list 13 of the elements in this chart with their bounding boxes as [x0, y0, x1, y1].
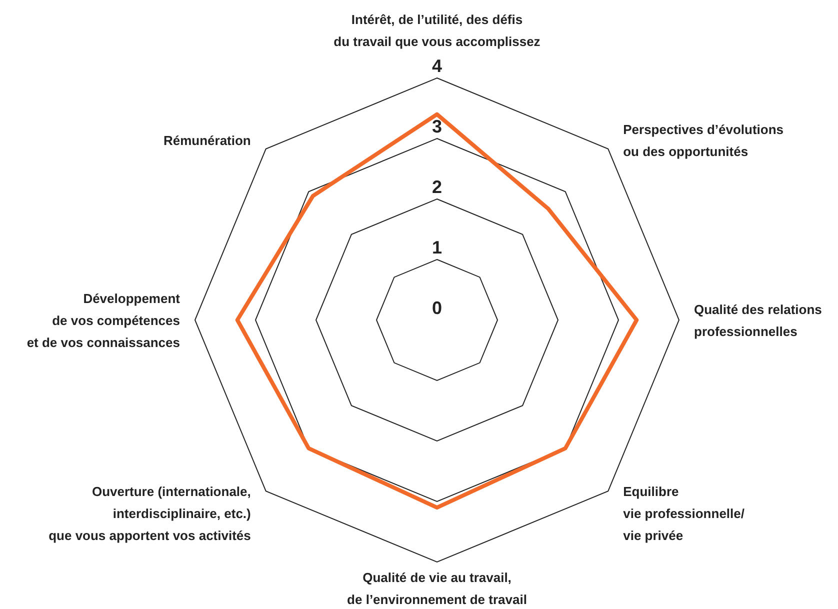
spoke-label: Perspectives d’évolutions ou des opportunités [623, 122, 784, 159]
spoke-label: Qualité de vie au travail, de l’environnement de travail [347, 570, 527, 607]
y-tick-label: 2 [432, 177, 442, 197]
spoke-label: Rémunération [163, 132, 251, 148]
spoke-label: Intérêt, de l’utilité, des défis du travail que vous accomplissez [334, 12, 541, 49]
y-tick-label: 1 [432, 238, 442, 258]
y-tick-label: 4 [432, 56, 442, 76]
spoke-label: Equilibre vie professionnelle/ vie privée [623, 484, 745, 544]
spoke-label: Développement de vos compétences et de vos connaissances [26, 291, 181, 350]
y-tick-label: 3 [432, 116, 442, 136]
spoke-label: Ouverture (internationale, interdisciplinaire, etc.) que vous apportent vos activités [48, 484, 251, 544]
y-tick-label: 0 [432, 298, 442, 318]
spoke-label: Qualité des relations professionnelles [694, 302, 822, 339]
